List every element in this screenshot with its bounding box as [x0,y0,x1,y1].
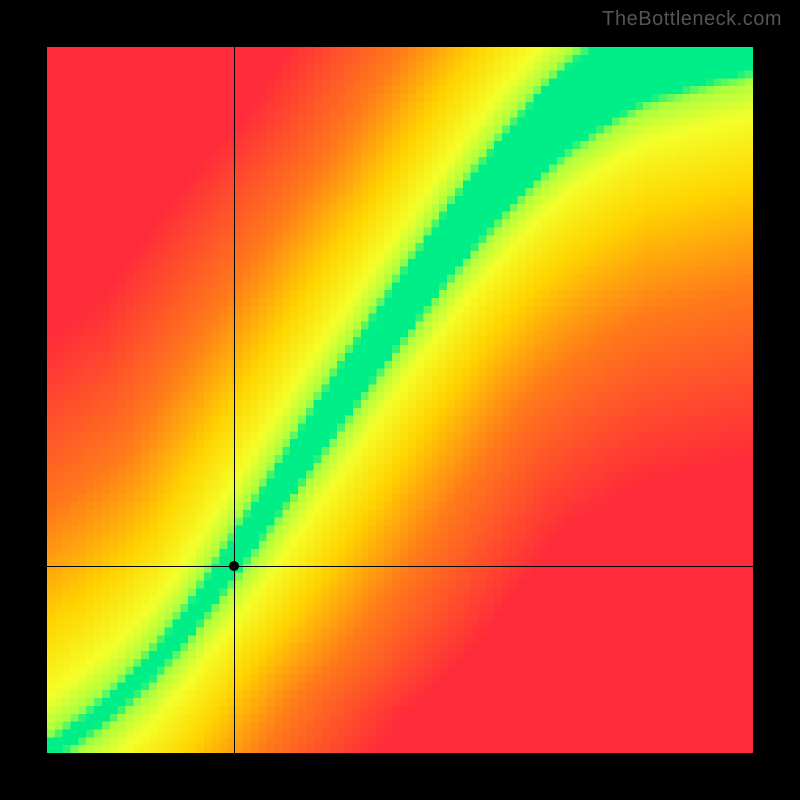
heatmap-plot [47,47,753,753]
selection-marker [229,561,239,571]
crosshair-horizontal [47,566,753,567]
watermark-text: TheBottleneck.com [602,8,782,31]
heatmap-canvas [47,47,753,753]
crosshair-vertical [234,47,235,753]
